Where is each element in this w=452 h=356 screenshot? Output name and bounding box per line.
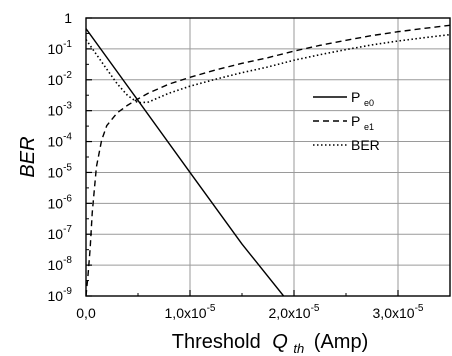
series-line-pe1 [86, 24, 450, 296]
x-tick-mantissa: 1,0x10 [165, 305, 207, 321]
y-tick-base: 10 [48, 257, 64, 273]
ticks: 110-110-210-310-410-510-610-710-810-90,0… [48, 10, 424, 321]
y-tick-exponent: -7 [63, 224, 72, 235]
x-tick-exponent: -5 [415, 303, 424, 314]
y-tick-base: 10 [48, 195, 64, 211]
x-tick-label: 3,0x10-5 [373, 303, 424, 321]
y-tick-base: 10 [48, 72, 64, 88]
y-tick-label: 10-2 [48, 70, 73, 88]
series-layer [86, 24, 450, 296]
y-axis-label: BER [17, 136, 39, 177]
y-tick-label: 10-7 [48, 224, 73, 242]
y-tick-base: 10 [48, 103, 64, 119]
y-tick-exponent: -1 [63, 39, 72, 50]
x-tick-mantissa: 0,0 [76, 305, 96, 321]
y-tick-base: 10 [48, 41, 64, 57]
legend-label-pe0-sub: e0 [364, 98, 374, 108]
y-tick-exponent: -4 [63, 132, 72, 143]
x-axis-label-variable: Q [272, 331, 288, 353]
series-line-pe0 [86, 28, 285, 296]
x-tick-label: 2,0x10-5 [269, 303, 320, 321]
y-tick-label: 10-1 [48, 39, 73, 57]
series-line-ber [86, 33, 450, 104]
legend-label-pe0: P [351, 89, 360, 105]
y-tick-exponent: -2 [63, 70, 72, 81]
x-tick-mantissa: 3,0x10 [373, 305, 415, 321]
y-tick-label: 10-6 [48, 193, 73, 211]
y-tick-label: 10-5 [48, 162, 73, 180]
x-axis-label-text: Threshold [172, 331, 261, 353]
x-tick-exponent: -5 [311, 303, 320, 314]
x-tick-exponent: -5 [207, 303, 216, 314]
grid [86, 18, 450, 296]
svg-text:P e1: P e1 [351, 113, 374, 132]
y-tick-exponent: -8 [63, 255, 72, 266]
y-tick-label: 10-9 [48, 286, 73, 304]
y-tick-exponent: -6 [63, 193, 72, 204]
y-tick-label: 10-3 [48, 101, 73, 119]
y-tick-label: 10-8 [48, 255, 73, 273]
y-tick-exponent: -5 [63, 162, 72, 173]
legend-item-pe1: P e1 [313, 113, 374, 132]
x-axis-label-unit: (Amp) [314, 331, 368, 353]
y-tick-base: 10 [48, 164, 64, 180]
legend-label-pe1-sub: e1 [364, 122, 374, 132]
x-tick-label: 0,0 [76, 305, 96, 321]
y-tick-exponent: -3 [63, 101, 72, 112]
legend-label-pe1: P [351, 113, 360, 129]
y-tick-label: 10-4 [48, 132, 73, 150]
y-tick-base: 10 [48, 288, 64, 304]
y-tick-base: 1 [64, 10, 72, 26]
x-tick-label: 1,0x10-5 [165, 303, 216, 321]
y-tick-label: 1 [64, 10, 72, 26]
y-tick-exponent: -9 [63, 286, 72, 297]
svg-text:P e0: P e0 [351, 89, 374, 108]
legend-item-pe0: P e0 [313, 89, 374, 108]
legend-label-ber: BER [351, 137, 380, 153]
y-tick-base: 10 [48, 226, 64, 242]
x-axis-label: Threshold Q th (Amp) [172, 331, 368, 356]
y-tick-base: 10 [48, 134, 64, 150]
x-tick-mantissa: 2,0x10 [269, 305, 311, 321]
legend: P e0 P e1 BER [313, 89, 380, 153]
legend-item-ber: BER [313, 137, 380, 153]
x-axis-label-subscript: th [293, 341, 304, 356]
